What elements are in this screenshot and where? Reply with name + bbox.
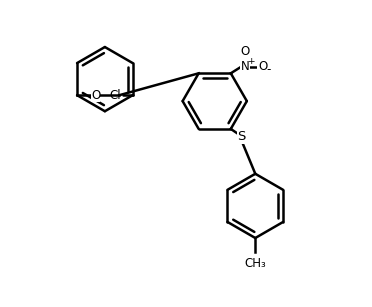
Text: S: S [237,130,246,143]
Text: Cl: Cl [110,89,121,102]
Text: +: + [247,56,255,66]
Text: -: - [266,63,271,76]
Text: O: O [91,89,100,102]
Text: CH₃: CH₃ [244,257,266,270]
Text: N: N [241,60,249,73]
Text: O: O [240,45,250,58]
Text: O: O [258,60,267,73]
